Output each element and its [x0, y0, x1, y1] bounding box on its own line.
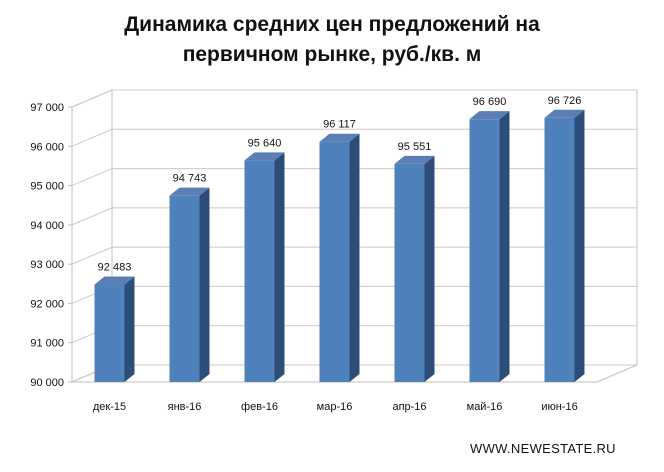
data-label: 96 726	[548, 95, 582, 107]
data-label: 96 690	[473, 96, 507, 108]
y-tick-label: 92 000	[30, 298, 64, 310]
gridline	[71, 89, 637, 108]
y-tick-label: 93 000	[30, 259, 64, 271]
bar	[469, 111, 510, 382]
chart-title-line-2: первичном рынке, руб./кв. м	[182, 43, 482, 66]
x-tick-label: июн-16	[541, 401, 577, 413]
gridline	[71, 168, 637, 187]
data-label: 92 483	[98, 261, 132, 273]
bar	[169, 187, 210, 382]
bar	[544, 109, 585, 382]
bar	[319, 133, 360, 382]
data-label: 95 551	[398, 141, 432, 153]
x-tick-label: янв-16	[168, 401, 202, 413]
y-tick-label: 97 000	[30, 102, 64, 114]
data-label: 95 640	[248, 137, 282, 149]
y-tick-label: 95 000	[30, 181, 64, 193]
x-tick-label: май-16	[467, 401, 503, 413]
y-tick-label: 91 000	[30, 338, 64, 350]
gridline	[71, 246, 637, 265]
data-label: 96 117	[323, 119, 356, 131]
x-tick-label: мар-16	[317, 401, 353, 413]
x-tick-label: апр-16	[392, 401, 426, 413]
y-tick-label: 90 000	[30, 377, 64, 389]
bar	[394, 155, 435, 382]
data-label: 94 743	[173, 173, 207, 185]
y-tick-label: 96 000	[30, 141, 64, 153]
source-label: WWW.NEWESTATE.RU	[470, 441, 616, 456]
x-tick-label: фев-16	[241, 401, 278, 413]
x-tick-label: дек-15	[93, 401, 126, 413]
y-tick-label: 94 000	[30, 220, 64, 232]
gridline	[71, 207, 637, 226]
bar	[94, 276, 135, 382]
chart-title: Динамика средних цен предложений на перв…	[0, 10, 664, 70]
bar	[244, 152, 285, 382]
chart-title-line-1: Динамика средних цен предложений на	[124, 13, 540, 36]
gridline	[71, 128, 637, 147]
